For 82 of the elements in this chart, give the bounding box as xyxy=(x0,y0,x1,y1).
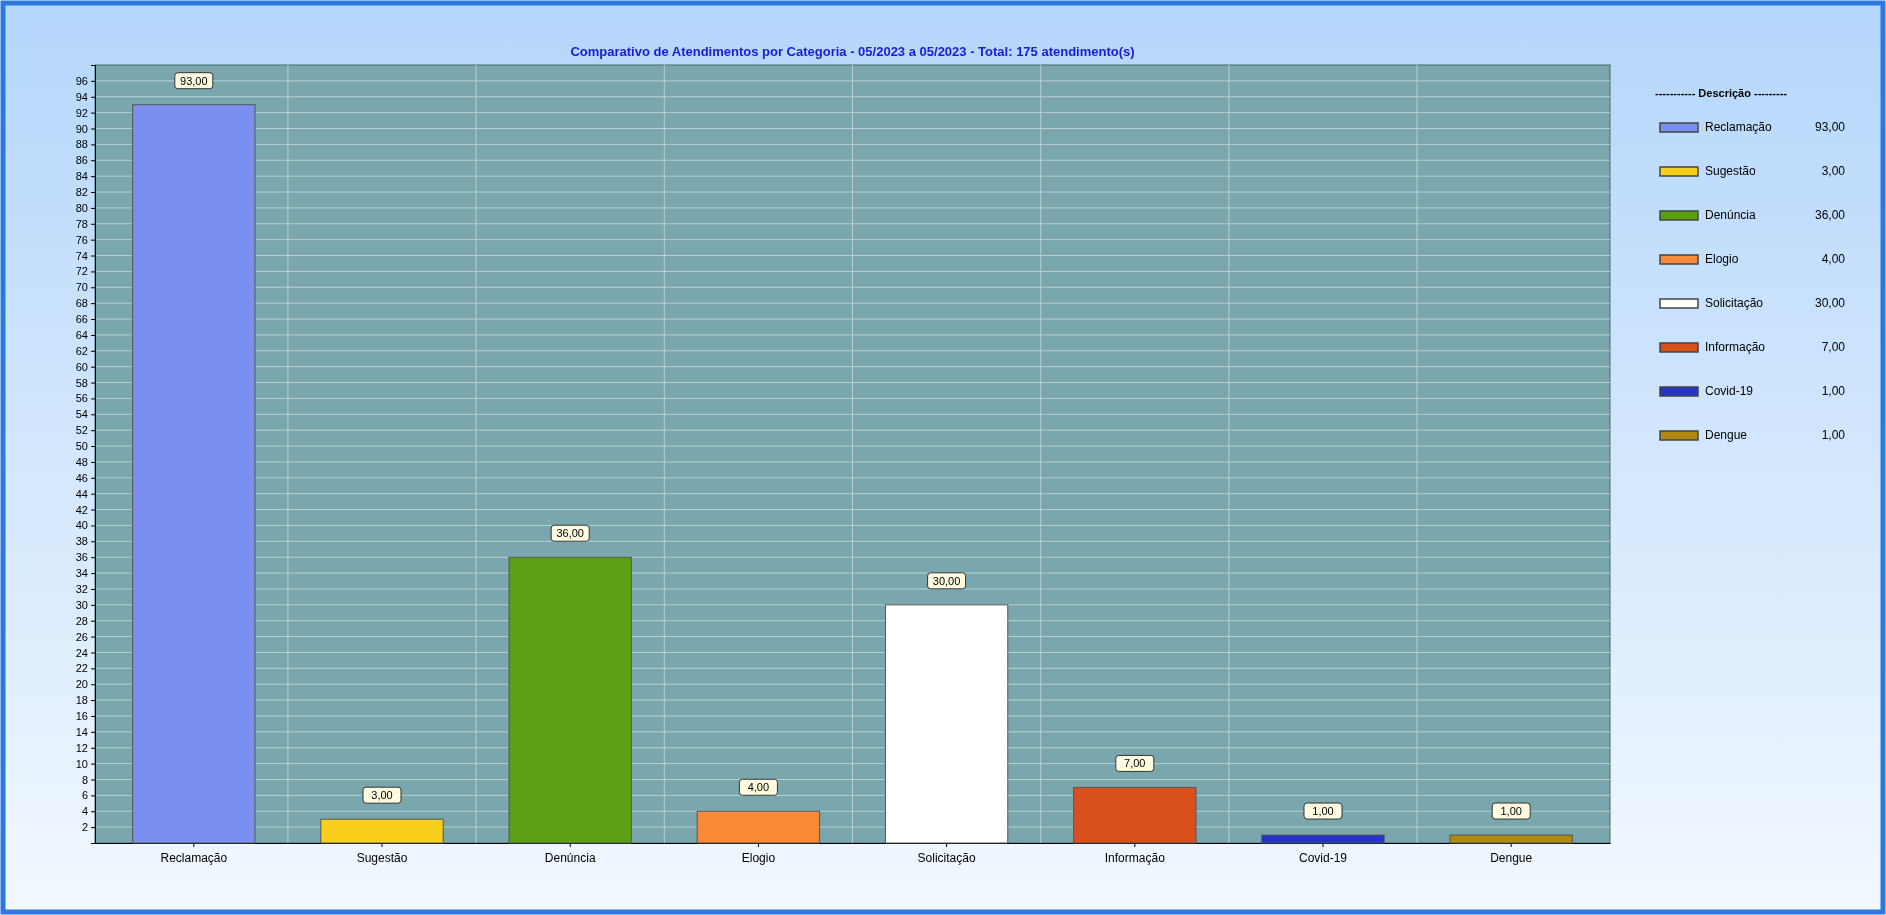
x-tick-label: Dengue xyxy=(1490,851,1533,865)
y-tick-label: 30 xyxy=(75,598,88,611)
data-label: 36,00 xyxy=(556,527,584,540)
x-tick-label: Denúncia xyxy=(544,851,596,865)
y-tick-label: 66 xyxy=(75,313,88,326)
legend-label: Sugestão xyxy=(1705,164,1757,178)
legend-label: Elogio xyxy=(1705,252,1739,266)
y-tick-label: 10 xyxy=(75,757,88,770)
x-tick-label: Reclamação xyxy=(160,851,228,865)
x-tick-label: Sugestão xyxy=(356,851,408,865)
x-tick-label: Elogio xyxy=(741,851,776,865)
y-tick-label: 48 xyxy=(75,455,88,468)
y-tick-label: 54 xyxy=(75,408,88,421)
y-tick-label: 28 xyxy=(75,614,88,627)
text: 3,00 xyxy=(1821,164,1845,178)
y-tick-label: 64 xyxy=(75,328,88,341)
y-tick-label: 34 xyxy=(75,567,88,580)
x-tick-label: Solicitação xyxy=(917,851,976,865)
y-tick-label: 80 xyxy=(75,201,88,214)
text: 93,00 xyxy=(1814,120,1845,134)
y-tick-label: 56 xyxy=(75,392,88,405)
y-tick-label: 90 xyxy=(75,122,88,135)
text: 30,00 xyxy=(1814,296,1845,310)
y-tick-label: 74 xyxy=(75,249,88,262)
y-tick-label: 84 xyxy=(75,170,88,183)
text: 1,00 xyxy=(1821,428,1845,442)
y-tick-label: 42 xyxy=(75,503,88,516)
text: 7,00 xyxy=(1821,340,1845,354)
y-tick-label: 82 xyxy=(75,186,88,199)
chart-title: Comparativo de Atendimentos por Categoria - 05/2023 a 05/2023 - Total: 175 atendimento(s) xyxy=(570,44,1135,59)
y-tick-label: 70 xyxy=(75,281,88,294)
y-tick-label: 60 xyxy=(75,360,88,373)
y-tick-label: 6 xyxy=(81,789,88,802)
y-tick-label: 58 xyxy=(75,376,88,389)
y-tick-label: 94 xyxy=(75,90,88,103)
y-tick-label: 26 xyxy=(75,630,88,643)
y-tick-label: 36 xyxy=(75,551,88,564)
y-tick-label: 96 xyxy=(75,74,88,87)
y-tick-label: 44 xyxy=(75,487,88,500)
y-tick-label: 52 xyxy=(75,424,88,437)
data-label: 1,00 xyxy=(1500,805,1522,818)
y-tick-label: 20 xyxy=(75,678,88,691)
y-tick-label: 78 xyxy=(75,217,88,230)
data-label: 1,00 xyxy=(1312,805,1334,818)
text: 1,00 xyxy=(1821,384,1845,398)
y-tick-label: 50 xyxy=(75,440,88,453)
y-tick-label: 4 xyxy=(81,805,88,818)
legend-label: Solicitação xyxy=(1705,296,1764,310)
y-tick-label: 8 xyxy=(81,773,88,786)
y-tick-label: 76 xyxy=(75,233,88,246)
y-tick-label: 16 xyxy=(75,710,88,722)
y-tick-label: 18 xyxy=(75,694,88,707)
y-tick-label: 88 xyxy=(75,138,88,151)
data-label: 3,00 xyxy=(371,789,393,802)
y-tick-label: 24 xyxy=(75,646,88,659)
text: 36,00 xyxy=(1814,208,1845,222)
legend-label: Denúncia xyxy=(1705,208,1757,222)
y-tick-label: 32 xyxy=(75,582,88,595)
legend-label: Reclamação xyxy=(1705,120,1773,134)
data-label: 4,00 xyxy=(747,781,770,794)
y-tick-label: 40 xyxy=(75,519,88,532)
y-tick-label: 38 xyxy=(75,535,88,548)
y-tick-label: 86 xyxy=(75,154,88,167)
legend-label: Dengue xyxy=(1705,428,1748,442)
data-label: 30,00 xyxy=(932,574,961,587)
text: 4,00 xyxy=(1821,252,1845,266)
y-tick-label: 92 xyxy=(75,106,88,119)
y-tick-label: 68 xyxy=(75,297,88,310)
legend-label: Informação xyxy=(1705,340,1766,354)
x-tick-label: Covid-19 xyxy=(1298,851,1348,865)
data-label: 93,00 xyxy=(180,74,208,87)
y-tick-label: 46 xyxy=(75,471,88,484)
y-tick-label: 12 xyxy=(75,741,88,754)
legend-label: Covid-19 xyxy=(1705,384,1754,398)
legend-title: ----------- Descrição --------- xyxy=(1655,87,1788,99)
x-tick-label: Informação xyxy=(1104,851,1166,865)
y-tick-label: 2 xyxy=(81,821,88,834)
y-tick-label: 14 xyxy=(75,725,88,738)
y-tick-label: 72 xyxy=(75,265,88,278)
y-tick-label: 22 xyxy=(75,662,88,675)
y-tick-label: 62 xyxy=(75,344,88,357)
data-label: 7,00 xyxy=(1124,757,1146,770)
